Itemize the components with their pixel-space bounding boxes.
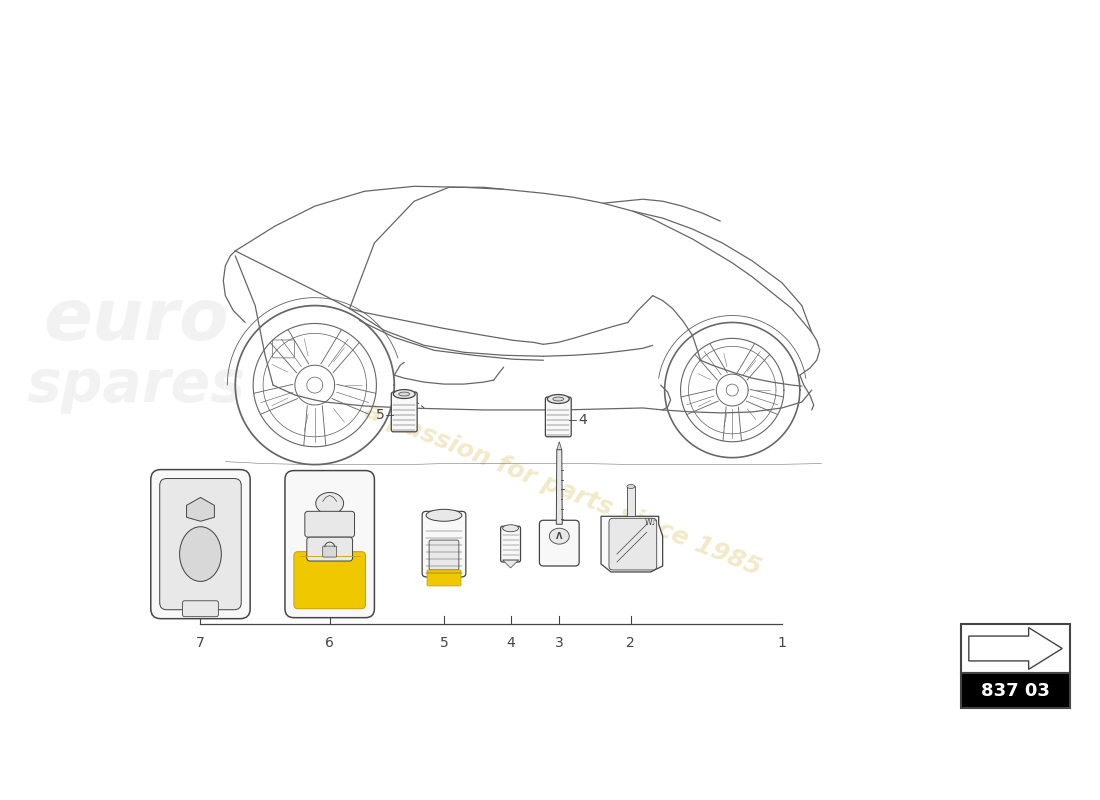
- FancyBboxPatch shape: [539, 520, 580, 566]
- Text: euro: euro: [43, 286, 229, 355]
- FancyBboxPatch shape: [322, 546, 337, 557]
- FancyBboxPatch shape: [960, 674, 1070, 708]
- Text: 837 03: 837 03: [981, 682, 1050, 700]
- FancyBboxPatch shape: [305, 511, 354, 537]
- Ellipse shape: [627, 485, 635, 489]
- Ellipse shape: [399, 392, 409, 396]
- Polygon shape: [187, 498, 214, 522]
- FancyBboxPatch shape: [160, 478, 241, 610]
- Polygon shape: [557, 442, 562, 450]
- Text: 3: 3: [554, 635, 563, 650]
- FancyBboxPatch shape: [960, 624, 1070, 674]
- FancyBboxPatch shape: [285, 470, 374, 618]
- Ellipse shape: [179, 526, 221, 582]
- Text: spares: spares: [26, 357, 245, 414]
- Text: 4: 4: [579, 413, 587, 427]
- Ellipse shape: [549, 528, 569, 544]
- FancyBboxPatch shape: [151, 470, 250, 618]
- Polygon shape: [601, 516, 662, 572]
- Ellipse shape: [394, 390, 415, 398]
- Ellipse shape: [316, 493, 343, 514]
- Bar: [627, 486, 635, 516]
- FancyBboxPatch shape: [546, 397, 571, 437]
- Polygon shape: [557, 450, 562, 524]
- Text: Λ: Λ: [556, 532, 562, 541]
- Ellipse shape: [503, 525, 518, 532]
- FancyBboxPatch shape: [429, 540, 459, 570]
- Text: 4: 4: [506, 635, 515, 650]
- Ellipse shape: [553, 397, 564, 401]
- FancyBboxPatch shape: [609, 518, 657, 570]
- Text: a passion for parts since 1985: a passion for parts since 1985: [362, 398, 766, 580]
- Text: 5: 5: [440, 635, 449, 650]
- FancyBboxPatch shape: [392, 392, 417, 432]
- Ellipse shape: [426, 510, 462, 522]
- FancyBboxPatch shape: [427, 570, 461, 586]
- Text: 1: 1: [778, 635, 786, 650]
- FancyBboxPatch shape: [500, 526, 520, 562]
- Text: 2: 2: [627, 635, 635, 650]
- FancyBboxPatch shape: [422, 511, 466, 577]
- Ellipse shape: [548, 394, 569, 403]
- Text: 6: 6: [326, 635, 334, 650]
- FancyBboxPatch shape: [294, 552, 365, 609]
- FancyBboxPatch shape: [307, 537, 352, 561]
- FancyBboxPatch shape: [183, 601, 219, 617]
- Text: 7: 7: [196, 635, 205, 650]
- Text: W♪: W♪: [645, 518, 657, 526]
- Polygon shape: [503, 560, 518, 568]
- Text: 5: 5: [375, 408, 384, 422]
